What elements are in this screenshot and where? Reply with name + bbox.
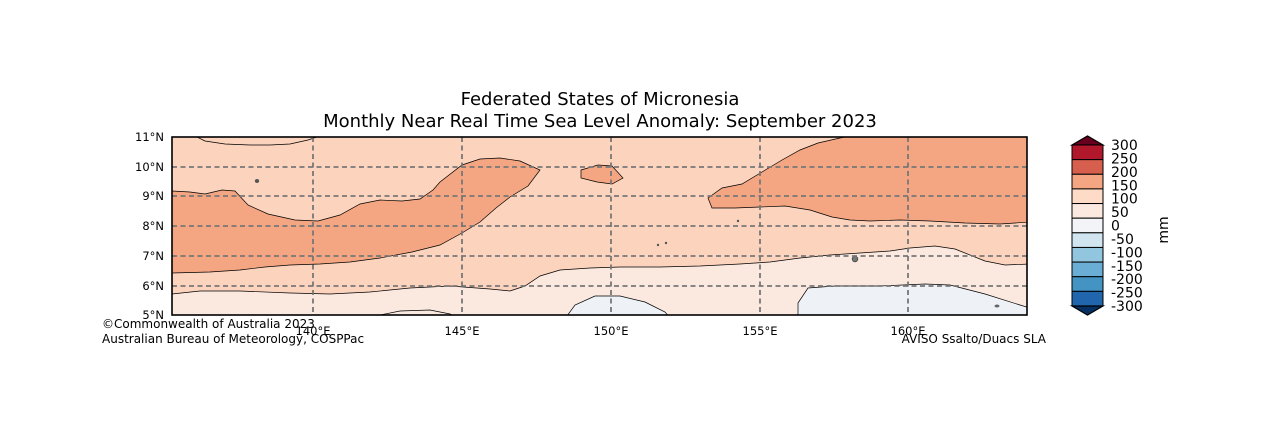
credit-copyright: ©Commonwealth of Australia 2023 <box>102 317 315 331</box>
island-marker <box>994 304 1000 308</box>
anomaly-region-0-50-east <box>797 283 1027 315</box>
lat-tick-label: 7°N <box>142 249 164 263</box>
colorbar-unit-label: mm <box>1156 216 1172 243</box>
map-frame <box>171 136 1028 316</box>
colorbar-swatch <box>1071 217 1104 234</box>
lat-tick-label: 9°N <box>142 189 164 203</box>
contour-line-bottom <box>378 309 453 315</box>
latitude-axis: 11°N 10°N 9°N 8°N 7°N 6°N 5°N <box>135 130 164 322</box>
colorbar-tick-label: 200 <box>1111 165 1138 181</box>
colorbar-tick-label: -200 <box>1111 272 1143 288</box>
lon-tick-label: 140°E <box>296 324 331 338</box>
colorbar-swatch <box>1071 261 1104 278</box>
colorbar-swatch <box>1071 232 1104 248</box>
colorbar-tick-label: 300 <box>1111 138 1138 154</box>
anomaly-map <box>172 137 1027 315</box>
anomaly-region-east-150-200 <box>707 137 1027 225</box>
lat-tick-label: 10°N <box>135 160 164 174</box>
colorbar-tick-label: -50 <box>1111 232 1134 248</box>
colorbar-tick-label: -150 <box>1111 259 1143 275</box>
island-marker <box>656 243 660 247</box>
lon-tick-label: 160°E <box>891 324 926 338</box>
lon-tick-label: 145°E <box>445 324 480 338</box>
island-marker <box>736 219 740 223</box>
colorbar-swatch <box>1071 173 1104 190</box>
figure-title-line1: Federated States of Micronesia <box>461 89 740 110</box>
colorbar-tick-label: -300 <box>1111 299 1143 315</box>
colorbar-swatch <box>1071 203 1104 219</box>
colorbar-swatch <box>1071 290 1104 307</box>
island-marker <box>851 255 859 263</box>
colorbar-swatch <box>1071 159 1104 175</box>
colorbar-extend-max <box>1069 135 1106 146</box>
colorbar-tick-label: 0 <box>1111 219 1120 235</box>
figure-title-line2: Monthly Near Real Time Sea Level Anomaly… <box>323 111 877 132</box>
colorbar-extend-min <box>1069 305 1106 316</box>
contour-line-top-left <box>196 137 319 146</box>
anomaly-region-0-50-west <box>567 295 669 315</box>
gridlines <box>172 137 1027 315</box>
credit-agency: Australian Bureau of Meteorology, COSPPa… <box>102 332 364 346</box>
credit-data-source: AVISO Ssalto/Duacs SLA <box>902 332 1047 346</box>
colorbar: 300250200150100500-50-100-150-200-250-30… <box>1069 135 1143 316</box>
colorbar-tick-label: -100 <box>1111 245 1143 261</box>
island-marker <box>664 241 668 245</box>
colorbar-swatch <box>1071 276 1104 292</box>
lat-tick-label: 6°N <box>142 279 164 293</box>
anomaly-region-blob-150-200 <box>580 164 624 185</box>
colorbar-swatch <box>1071 246 1104 263</box>
colorbar-tick-label: 100 <box>1111 192 1138 208</box>
colorbar-tick-label: 150 <box>1111 178 1138 194</box>
lon-tick-label: 155°E <box>743 324 778 338</box>
lat-tick-label: 8°N <box>142 219 164 233</box>
lat-tick-label: 11°N <box>135 130 164 144</box>
island-marker <box>254 179 260 183</box>
colorbar-swatch <box>1071 188 1104 205</box>
colorbar-swatch <box>1071 144 1104 161</box>
lat-tick-label: 5°N <box>142 308 164 322</box>
colorbar-tick-label: 250 <box>1111 151 1138 167</box>
colorbar-tick-label: 50 <box>1111 205 1129 221</box>
longitude-axis: 140°E 145°E 150°E 155°E 160°E <box>296 324 926 338</box>
lon-tick-label: 150°E <box>594 324 629 338</box>
anomaly-region-west-150-200 <box>172 157 541 274</box>
colorbar-tick-label: -250 <box>1111 286 1143 302</box>
